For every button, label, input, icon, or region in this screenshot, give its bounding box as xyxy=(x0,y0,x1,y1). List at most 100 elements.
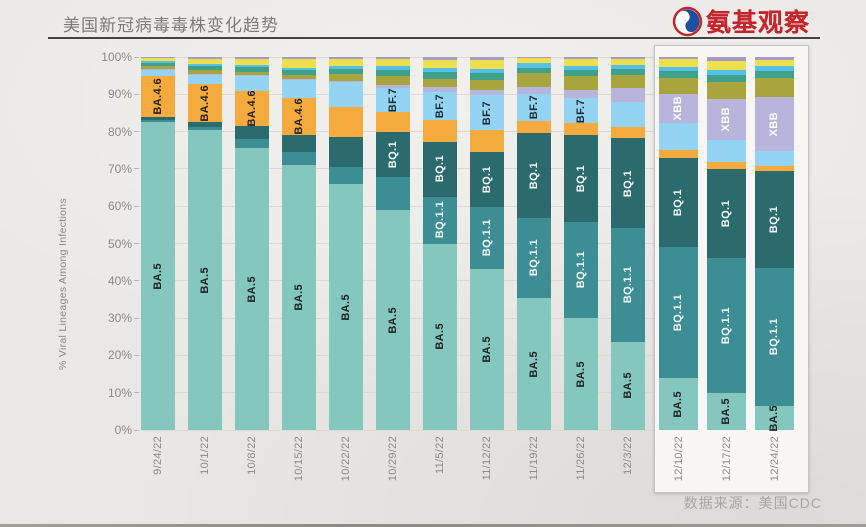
segment-label-bf7: BF.7 xyxy=(527,95,540,120)
segment-label-bq11: BQ.1.1 xyxy=(527,239,540,277)
segment-other-olive xyxy=(235,71,269,76)
segment-bf7 xyxy=(141,70,175,76)
bar-stack-11/12/22: BA.5 BQ.1.1 BQ.1 BF.7 xyxy=(470,57,504,430)
segment-label-ba5: BA.5 xyxy=(574,360,587,388)
segment-other-olive xyxy=(659,77,698,94)
segment-bq11: BQ.1.1 xyxy=(564,221,598,319)
segment-label-bq11: BQ.1.1 xyxy=(672,293,684,332)
segment-bf7 xyxy=(659,123,698,150)
x-tick-label-11/5/22: 11/5/22 xyxy=(434,436,446,474)
segment-bf7: BF.7 xyxy=(470,95,504,131)
x-tick-label-12/24/22: 12/24/22 xyxy=(768,436,781,482)
data-source-note: 数据来源：美国CDC xyxy=(683,495,822,511)
y-tick-mark-100 xyxy=(134,56,139,58)
segment-bq11: BQ.1.1 xyxy=(517,217,551,298)
x-tick-label-12/3/22: 12/3/22 xyxy=(622,436,634,475)
segment-ba46: BA.4.6 xyxy=(235,90,269,127)
segment-label-ba46: BA.4.6 xyxy=(245,90,258,127)
segment-other-yellow xyxy=(282,59,316,68)
segment-other-purple xyxy=(659,57,698,60)
segment-bq11 xyxy=(141,120,175,123)
segment-bf7 xyxy=(282,80,316,99)
y-tick-mark-0 xyxy=(134,429,139,431)
segment-other-green xyxy=(611,68,645,75)
y-tick-mark-10 xyxy=(134,392,139,394)
segment-xbb xyxy=(564,89,598,99)
segment-other-olive xyxy=(564,76,598,90)
segment-label-ba5: BA.5 xyxy=(198,266,211,294)
segment-other-purple xyxy=(707,57,746,62)
segment-label-ba5: BA.5 xyxy=(768,404,780,432)
segment-other-olive xyxy=(188,70,222,74)
segment-ba5: BA.5 xyxy=(423,243,457,430)
segment-bf7 xyxy=(755,151,794,166)
segment-bq1: BQ.1 xyxy=(423,141,457,197)
segment-label-ba5: BA.5 xyxy=(386,306,399,334)
segment-bf7 xyxy=(188,74,222,85)
segment-other-yellow xyxy=(611,58,645,65)
segment-label-ba5: BA.5 xyxy=(672,390,684,418)
x-tick-10/29/22: 10/29/22 xyxy=(376,436,410,481)
segment-ba46 xyxy=(329,107,363,138)
segment-ba46: BA.4.6 xyxy=(282,98,316,135)
segment-other-olive xyxy=(376,76,410,86)
y-tick-label-50: 50% xyxy=(107,236,132,251)
segment-other-green xyxy=(188,66,222,71)
segment-ba46 xyxy=(611,126,645,139)
segment-ba5: BA.5 xyxy=(329,183,363,430)
segment-other-green xyxy=(659,71,698,78)
y-tick-label-60: 60% xyxy=(107,199,132,214)
segment-label-ba46: BA.4.6 xyxy=(292,98,305,136)
segment-label-bf7: BF.7 xyxy=(386,88,399,113)
segment-bq1 xyxy=(141,116,175,121)
segment-other-yellow xyxy=(423,60,457,69)
x-tick-label-11/19/22: 11/19/22 xyxy=(528,436,540,481)
segment-other-yellow xyxy=(564,58,598,66)
segment-other-purple xyxy=(564,57,598,59)
segment-other-yellow xyxy=(235,58,269,65)
segment-bf7: BF.7 xyxy=(564,98,598,124)
segment-bf7 xyxy=(329,82,363,108)
segment-xbb: XBB xyxy=(659,93,698,124)
segment-ba46 xyxy=(517,120,551,133)
segment-label-bq1: BQ.1 xyxy=(480,165,493,193)
segment-xbb xyxy=(188,73,222,75)
bar-12/17/22: BA.5 BQ.1.1 BQ.1 XBB 12/17/22 xyxy=(707,57,746,481)
segment-other-blue xyxy=(470,68,504,74)
bar-10/15/22: BA.5 BA.4.6 10/15/22 xyxy=(282,57,316,481)
segment-ba46: BA.4.6 xyxy=(141,75,175,117)
segment-xbb xyxy=(470,90,504,96)
bar-11/12/22: BA.5 BQ.1.1 BQ.1 BF.7 11/12/22 xyxy=(470,57,504,480)
segment-other-green xyxy=(235,67,269,72)
bar-stack-12/17/22: BA.5 BQ.1.1 BQ.1 XBB xyxy=(707,57,746,430)
segment-other-blue xyxy=(611,64,645,69)
segment-other-purple xyxy=(423,57,457,61)
segment-label-bq11: BQ.1.1 xyxy=(480,218,493,257)
y-tick-mark-60 xyxy=(134,205,139,207)
x-tick-11/26/22: 11/26/22 xyxy=(564,436,598,480)
segment-label-xbb: XBB xyxy=(720,107,732,132)
segment-ba46 xyxy=(755,165,794,171)
segment-label-bq1: BQ.1 xyxy=(386,140,399,168)
segment-bq1: BQ.1 xyxy=(755,170,794,268)
segment-label-ba5: BA.5 xyxy=(720,398,732,425)
segment-other-green xyxy=(282,70,316,75)
segment-other-yellow xyxy=(470,60,504,69)
segment-other-yellow xyxy=(141,57,175,61)
x-tick-label-10/8/22: 10/8/22 xyxy=(246,436,258,475)
segment-other-olive xyxy=(141,66,175,70)
segment-other-purple xyxy=(188,57,222,59)
bar-10/1/22: BA.5 BA.4.6 10/1/22 xyxy=(188,57,222,475)
x-tick-label-11/26/22: 11/26/22 xyxy=(575,436,587,481)
segment-label-ba5: BA.5 xyxy=(433,323,446,351)
segment-other-yellow xyxy=(755,59,794,67)
segment-ba5: BA.5 xyxy=(517,297,551,430)
segment-label-ba5: BA.5 xyxy=(527,350,540,378)
x-tick-12/10/22: 12/10/22 xyxy=(659,436,698,481)
bar-stack-10/1/22: BA.5 BA.4.6 xyxy=(188,57,222,430)
segment-other-blue xyxy=(188,64,222,67)
x-tick-label-12/10/22: 12/10/22 xyxy=(672,436,685,482)
x-tick-11/5/22: 11/5/22 xyxy=(423,436,457,474)
segment-label-bq1: BQ.1 xyxy=(527,161,540,189)
